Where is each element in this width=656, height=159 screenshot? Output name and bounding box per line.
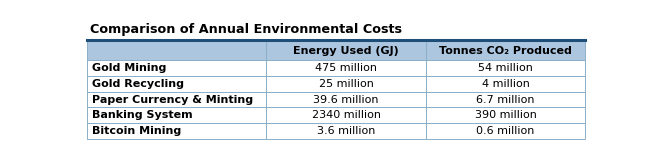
Text: 54 million: 54 million — [478, 63, 533, 73]
Bar — [266, 76, 426, 92]
Bar — [87, 92, 266, 107]
Text: 39.6 million: 39.6 million — [314, 95, 379, 105]
Text: 3.6 million: 3.6 million — [317, 126, 375, 136]
Bar — [87, 60, 266, 76]
Text: Gold Recycling: Gold Recycling — [92, 79, 184, 89]
Bar — [426, 60, 585, 76]
Bar — [426, 92, 585, 107]
Bar — [426, 123, 585, 139]
Bar — [266, 123, 426, 139]
Bar — [426, 107, 585, 123]
Text: 25 million: 25 million — [319, 79, 374, 89]
Bar — [266, 41, 426, 60]
Bar — [87, 76, 266, 92]
Bar — [426, 76, 585, 92]
Text: 2340 million: 2340 million — [312, 110, 380, 120]
Text: Energy Used (GJ): Energy Used (GJ) — [293, 46, 399, 56]
Bar — [87, 107, 266, 123]
Text: 0.6 million: 0.6 million — [476, 126, 535, 136]
Text: Tonnes CO₂ Produced: Tonnes CO₂ Produced — [439, 46, 572, 56]
Text: Comparison of Annual Environmental Costs: Comparison of Annual Environmental Costs — [90, 23, 401, 35]
Bar — [266, 107, 426, 123]
Bar — [266, 60, 426, 76]
Text: Banking System: Banking System — [92, 110, 193, 120]
Bar — [87, 41, 266, 60]
Text: 475 million: 475 million — [315, 63, 377, 73]
Text: 390 million: 390 million — [475, 110, 537, 120]
Bar — [87, 123, 266, 139]
Text: Paper Currency & Minting: Paper Currency & Minting — [92, 95, 253, 105]
Text: 4 million: 4 million — [482, 79, 529, 89]
Text: Gold Mining: Gold Mining — [92, 63, 167, 73]
Text: 6.7 million: 6.7 million — [476, 95, 535, 105]
Bar — [266, 92, 426, 107]
Bar — [426, 41, 585, 60]
Text: Bitcoin Mining: Bitcoin Mining — [92, 126, 182, 136]
